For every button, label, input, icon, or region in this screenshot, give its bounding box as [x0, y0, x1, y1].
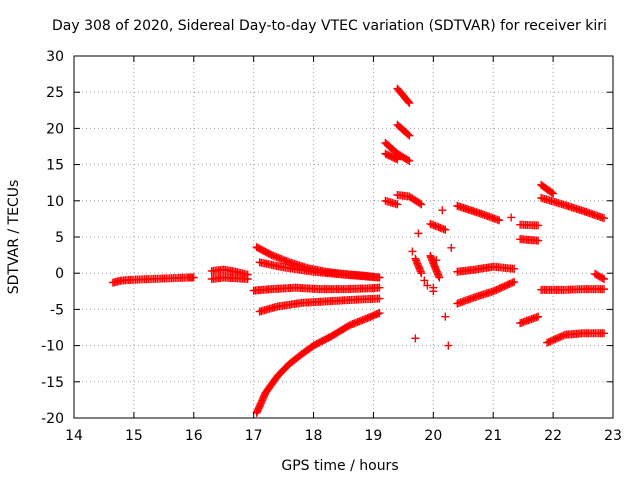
point-arc-l — [391, 154, 400, 163]
point-arc-k — [405, 156, 414, 165]
x-tick-label: 21 — [484, 428, 502, 444]
point-arc-z — [600, 285, 609, 294]
y-tick-label: 0 — [55, 266, 64, 282]
x-tick-label: 16 — [185, 428, 203, 444]
point-arc-ab — [598, 274, 607, 283]
point-arc-m — [393, 200, 402, 209]
point-arc-w — [534, 312, 543, 321]
x-tick-label: 22 — [544, 428, 562, 444]
point-scatter — [429, 283, 438, 292]
grid-lines — [74, 56, 613, 418]
y-tick-label: 25 — [46, 85, 64, 101]
point-scatter — [423, 281, 432, 290]
point-scatter — [420, 276, 429, 285]
axis-ticks — [73, 55, 614, 419]
point-arc-j — [404, 130, 413, 139]
point-arc-g — [375, 294, 384, 303]
point-arc-i — [404, 97, 413, 106]
x-tick-label: 19 — [365, 428, 383, 444]
point-arc-c — [243, 274, 252, 283]
point-scatter — [441, 312, 450, 321]
y-tick-label: -5 — [50, 302, 64, 318]
point-arc-n — [415, 199, 424, 208]
y-tick-label: -10 — [41, 339, 64, 355]
point-arc-v — [534, 236, 543, 245]
point-arc-l — [393, 155, 402, 164]
x-tick-label: 14 — [65, 428, 83, 444]
point-arc-h — [375, 309, 384, 318]
point-scatter — [432, 256, 441, 265]
point-arc-n — [417, 200, 426, 209]
point-arc-i — [405, 99, 414, 108]
point-arc-k — [403, 156, 412, 165]
x-tick-label: 17 — [245, 428, 263, 444]
point-arc-aa — [600, 329, 609, 338]
point-arc-f — [375, 283, 384, 292]
point-arc-r — [495, 216, 504, 225]
point-arc-x — [549, 189, 558, 198]
point-arc-p — [435, 273, 444, 282]
x-tick-label: 20 — [424, 428, 442, 444]
point-arc-q — [441, 225, 450, 234]
x-axis-title: GPS time / hours — [281, 458, 398, 474]
x-tick-label: 15 — [125, 428, 143, 444]
point-scatter — [414, 229, 423, 238]
point-arc-s — [510, 264, 519, 273]
point-scatter — [444, 341, 453, 350]
point-arc-o — [417, 269, 426, 278]
y-tick-label: 10 — [46, 194, 64, 210]
point-arc-t — [510, 277, 519, 286]
point-scatter — [438, 206, 447, 215]
y-axis-title: SDTVAR / TECUs — [6, 180, 22, 295]
y-tick-label: 30 — [46, 49, 64, 65]
point-scatter — [411, 334, 420, 343]
x-tick-label: 23 — [604, 428, 622, 444]
y-tick-label: 15 — [46, 158, 64, 174]
point-scatter — [507, 213, 516, 222]
point-arc-y — [600, 214, 609, 223]
chart-title: Day 308 of 2020, Sidereal Day-to-day VTE… — [52, 18, 607, 34]
data-points — [108, 84, 609, 417]
point-arc-e — [375, 273, 384, 282]
y-tick-label: 5 — [55, 230, 64, 246]
point-arc-x — [547, 188, 556, 197]
point-arc-j — [405, 131, 414, 140]
y-tick-label: -15 — [41, 375, 64, 391]
y-tick-label: -20 — [41, 411, 64, 427]
point-arc-ab — [600, 274, 609, 283]
y-tick-label: 20 — [46, 121, 64, 137]
x-tick-label: 18 — [305, 428, 323, 444]
point-scatter — [408, 247, 417, 256]
point-arc-u — [534, 221, 543, 230]
point-arc-t — [508, 278, 517, 287]
point-arc-a — [189, 273, 198, 282]
tick-labels: 14 15 16 17 18 19 20 21 22 23 -20 -15 -10 -5 0 5 10 15 20 2… — [41, 49, 622, 444]
point-scatter — [447, 243, 456, 252]
